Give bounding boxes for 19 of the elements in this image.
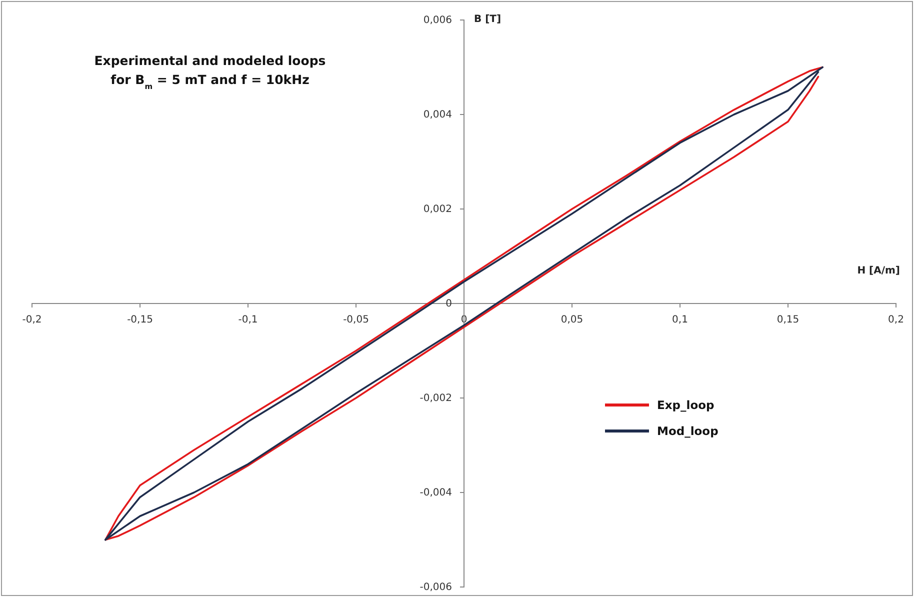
text: Experimental and modeled loops for B$_{m}$ = 5 mT and f = 10kHz	[94, 53, 326, 90]
x-tick-label: -0,05	[343, 314, 369, 326]
x-tick-label: 0,1	[672, 314, 688, 326]
x-tick-label: -0,1	[238, 314, 258, 326]
y-tick-label: -0,002	[420, 393, 452, 404]
y-tick-label: -0,004	[420, 488, 452, 499]
x-tick-label: -0,15	[127, 314, 153, 326]
x-tick-label: 0,15	[776, 314, 800, 326]
x-tick-label: 0,2	[888, 314, 904, 326]
x-tick-label: 0,05	[560, 314, 584, 326]
y-tick-label: -0,006	[420, 582, 452, 594]
y-axis-title: B [T]	[474, 14, 502, 25]
legend-label: Exp_loop	[657, 398, 714, 412]
x-tick-label: -0,2	[22, 314, 42, 326]
y-tick-label: 0,004	[423, 110, 452, 121]
y-tick-label: 0,002	[423, 204, 452, 216]
y-tick-label: 0,006	[423, 15, 452, 26]
legend-label: Mod_loop	[657, 424, 718, 438]
x-axis-title: H [A/m]	[857, 266, 900, 276]
